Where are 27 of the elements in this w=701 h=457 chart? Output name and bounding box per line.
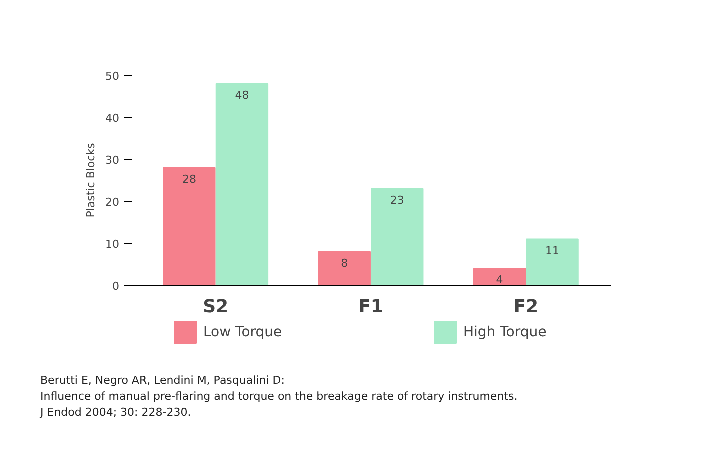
text: Berutti E, Negro AR, Lendini M, Pasqualini D: bbox=[40, 374, 285, 387]
text: J Endod 2004; 30: 228-230. bbox=[40, 406, 192, 419]
data-label: 11 bbox=[546, 244, 560, 258]
data-label: 23 bbox=[390, 194, 404, 207]
y-tick-label: 50 bbox=[106, 70, 120, 83]
text: Influence of manual pre-flaring and torque on the breakage rate of rotary instruments. bbox=[40, 390, 518, 403]
y-tick-label: 0 bbox=[112, 280, 120, 293]
legend-label: Low Torque bbox=[204, 324, 282, 340]
data-label: 8 bbox=[341, 256, 348, 270]
data-label: 28 bbox=[182, 172, 196, 186]
bar bbox=[371, 188, 424, 286]
y-tick-label: 30 bbox=[106, 154, 120, 167]
y-tick-label: 20 bbox=[106, 196, 120, 209]
bar bbox=[163, 167, 216, 286]
x-tick-label: S2 bbox=[203, 296, 229, 318]
data-label: 48 bbox=[235, 88, 250, 102]
y-tick-label: 40 bbox=[106, 112, 120, 125]
data-label: 4 bbox=[496, 274, 504, 287]
bar bbox=[526, 238, 579, 286]
legend-label: High Torque bbox=[464, 324, 547, 340]
bar bbox=[216, 83, 269, 286]
x-tick-label: F2 bbox=[514, 296, 539, 318]
bar bbox=[318, 251, 371, 286]
bar bbox=[473, 268, 526, 286]
y-axis-title: Plastic Blocks bbox=[84, 142, 98, 218]
x-tick-label: F1 bbox=[358, 296, 384, 318]
y-tick-label: 10 bbox=[106, 238, 120, 251]
